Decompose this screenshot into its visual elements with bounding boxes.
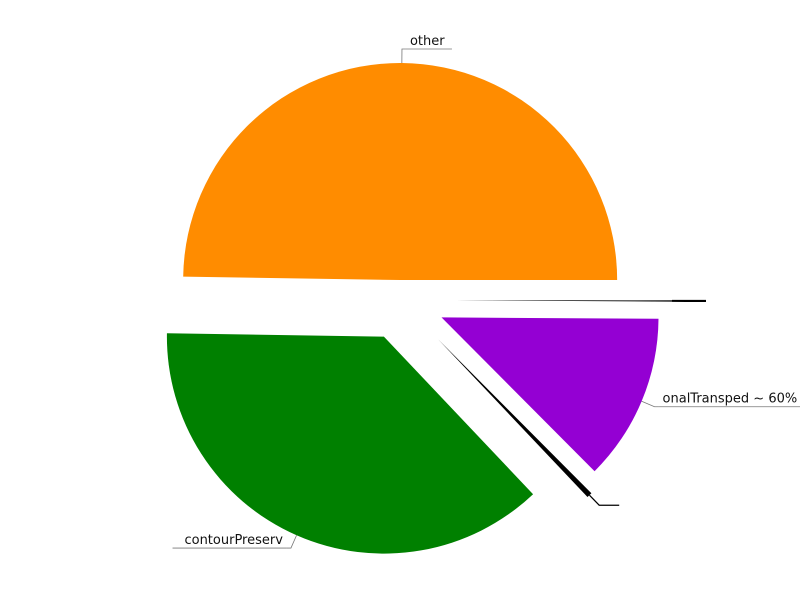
slice-label-other-0: other [410,34,445,49]
pie-slice-contourpreserv-1 [167,333,533,553]
slice-label-onaltransped-60-3: onalTransped ~ 60% [663,392,798,407]
slice-label-contourpreserv-1: contourPreserv [184,533,283,548]
leader-line-onaltransped-60-3 [642,401,659,406]
leader-line-other-0 [402,49,406,63]
leader-line-unlabeled-2 [589,495,619,505]
leader-line-contourpreserv-1 [287,535,297,548]
pie-slice-other-0 [183,63,617,280]
